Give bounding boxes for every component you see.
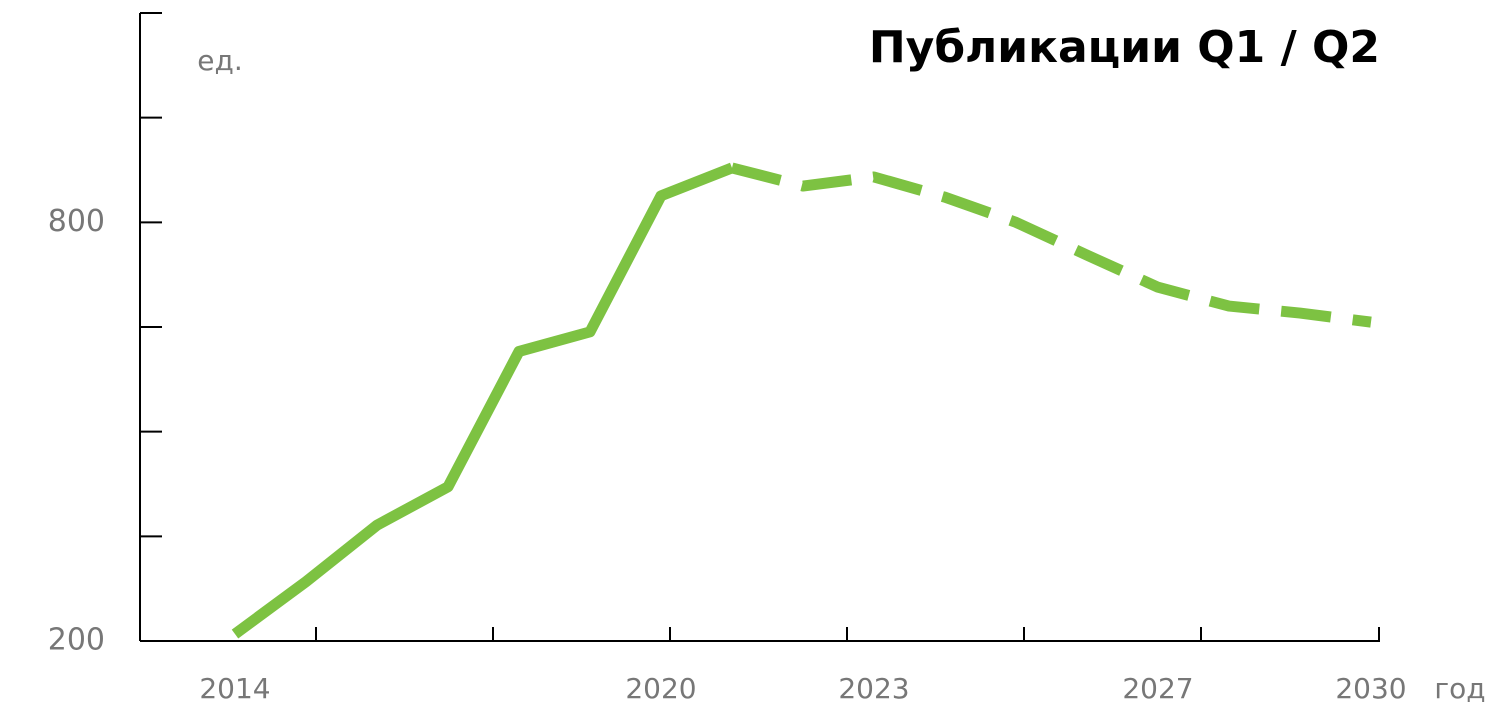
x-unit-label: год (1434, 672, 1485, 705)
x-tick-label: 2030 (1335, 672, 1406, 705)
chart-title: Публикации Q1 / Q2 (869, 22, 1380, 73)
x-tick-label: 2014 (199, 672, 270, 705)
x-tick-label: 2023 (838, 672, 909, 705)
y-tick-label: 800 (48, 204, 105, 239)
x-tick-label: 2027 (1122, 672, 1193, 705)
series-line (231, 162, 735, 639)
series-line (730, 162, 1372, 328)
x-tick-label: 2020 (625, 672, 696, 705)
y-tick-label: 200 (48, 623, 105, 658)
x-axis-ticks (315, 627, 1380, 641)
y-unit-label: ед. (197, 44, 243, 77)
